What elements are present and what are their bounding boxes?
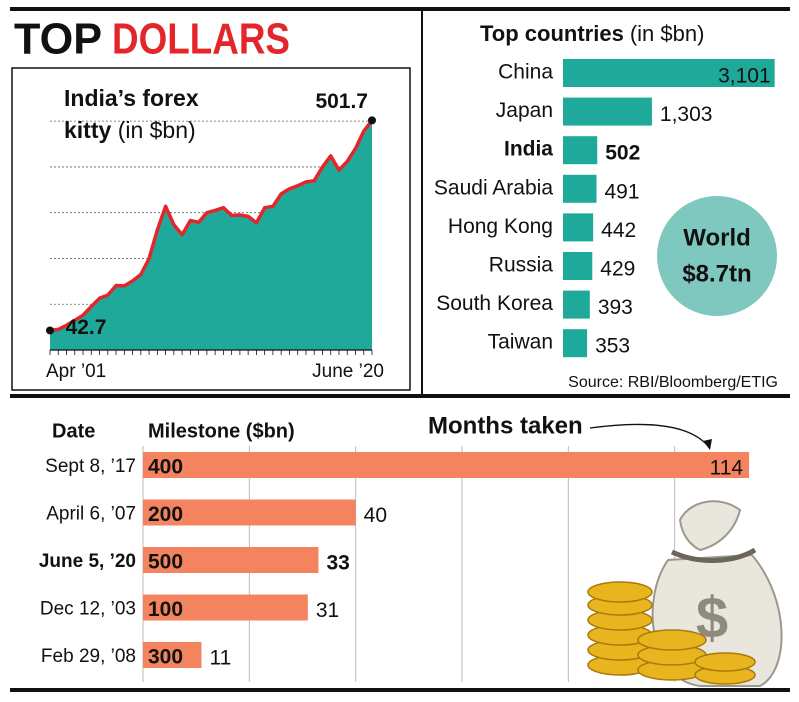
money-bag-illustration: $ bbox=[587, 500, 783, 687]
y-tick-label: Sept 8, ’17 bbox=[45, 456, 136, 477]
y-tick-label: Feb 29, ’08 bbox=[41, 646, 136, 667]
y-tick-label: South Korea bbox=[436, 292, 553, 315]
y-tick-label: China bbox=[498, 61, 553, 84]
chart-title: Top countries bbox=[480, 21, 624, 46]
bar bbox=[143, 642, 202, 668]
data-label: 1,303 bbox=[660, 103, 713, 126]
bar bbox=[563, 290, 590, 319]
bar bbox=[143, 547, 319, 573]
chart-title: India’s forex kitty bbox=[64, 85, 199, 143]
milestone-label: 400 bbox=[148, 456, 183, 479]
x-tick-label: June ’20 bbox=[312, 361, 384, 382]
bar bbox=[563, 136, 598, 165]
data-label: 40 bbox=[364, 504, 387, 527]
data-label: 114 bbox=[710, 457, 744, 480]
data-label: 11 bbox=[209, 647, 231, 670]
data-label: 429 bbox=[600, 258, 635, 281]
data-label: 33 bbox=[326, 552, 349, 575]
source: Source: RBI/Bloomberg/ETIG bbox=[568, 374, 778, 391]
y-tick-label: Dec 12, ’03 bbox=[40, 599, 136, 620]
data-label: 42.7 bbox=[66, 316, 107, 339]
bar bbox=[143, 452, 750, 478]
milestone-label: 300 bbox=[148, 646, 183, 669]
arrow bbox=[589, 423, 709, 447]
x-tick-label: Apr ’01 bbox=[46, 361, 106, 382]
bar bbox=[563, 329, 588, 358]
y-tick-label: Hong Kong bbox=[448, 215, 553, 238]
bar bbox=[563, 252, 593, 280]
y-tick-label: Russia bbox=[489, 254, 554, 277]
milestone-label: 500 bbox=[148, 551, 183, 574]
data-label: 501.7 bbox=[315, 90, 368, 113]
bar bbox=[563, 59, 775, 87]
chart-title: India’s forex kitty (in $bn) bbox=[64, 82, 234, 146]
bar bbox=[143, 594, 308, 621]
data-label: 31 bbox=[316, 599, 339, 622]
bar bbox=[563, 174, 597, 203]
title: DOLLARS bbox=[112, 15, 290, 64]
data-label: 353 bbox=[595, 335, 630, 358]
y-tick-label: India bbox=[504, 138, 553, 161]
milestone-label: 100 bbox=[148, 598, 183, 621]
callout-text: $8.7tn bbox=[682, 260, 751, 287]
column-header: Milestone ($bn) bbox=[148, 420, 295, 442]
panel-border bbox=[11, 67, 411, 391]
callout-circle bbox=[657, 196, 777, 316]
data-label: 502 bbox=[605, 142, 640, 165]
arrowhead bbox=[703, 439, 712, 450]
y-tick-label: Taiwan bbox=[488, 331, 553, 354]
y-tick-label: Saudi Arabia bbox=[434, 176, 553, 199]
title: TOP bbox=[14, 15, 102, 64]
milestone-label: 200 bbox=[148, 503, 183, 526]
bar bbox=[563, 97, 652, 126]
data-label: 442 bbox=[601, 219, 636, 242]
area bbox=[50, 120, 372, 351]
chart-title: Months taken bbox=[428, 412, 583, 439]
y-tick-label: Japan bbox=[496, 99, 553, 122]
callout-text: World bbox=[683, 224, 751, 251]
bar bbox=[143, 499, 356, 526]
y-tick-label: June 5, ’20 bbox=[39, 551, 136, 572]
data-label: 393 bbox=[598, 296, 633, 319]
chart-subtitle: (in $bn) bbox=[117, 117, 196, 143]
end-dot bbox=[46, 326, 54, 335]
line bbox=[49, 119, 374, 333]
end-dot bbox=[368, 116, 376, 125]
chart-title: Top countries (in $bn) bbox=[480, 21, 704, 46]
column-header: Date bbox=[52, 420, 95, 442]
y-tick-label: April 6, ’07 bbox=[46, 504, 136, 525]
bar bbox=[563, 213, 594, 242]
chart-subtitle: (in $bn) bbox=[630, 21, 705, 46]
data-label: 3,101 bbox=[718, 65, 771, 88]
data-label: 491 bbox=[605, 180, 640, 203]
